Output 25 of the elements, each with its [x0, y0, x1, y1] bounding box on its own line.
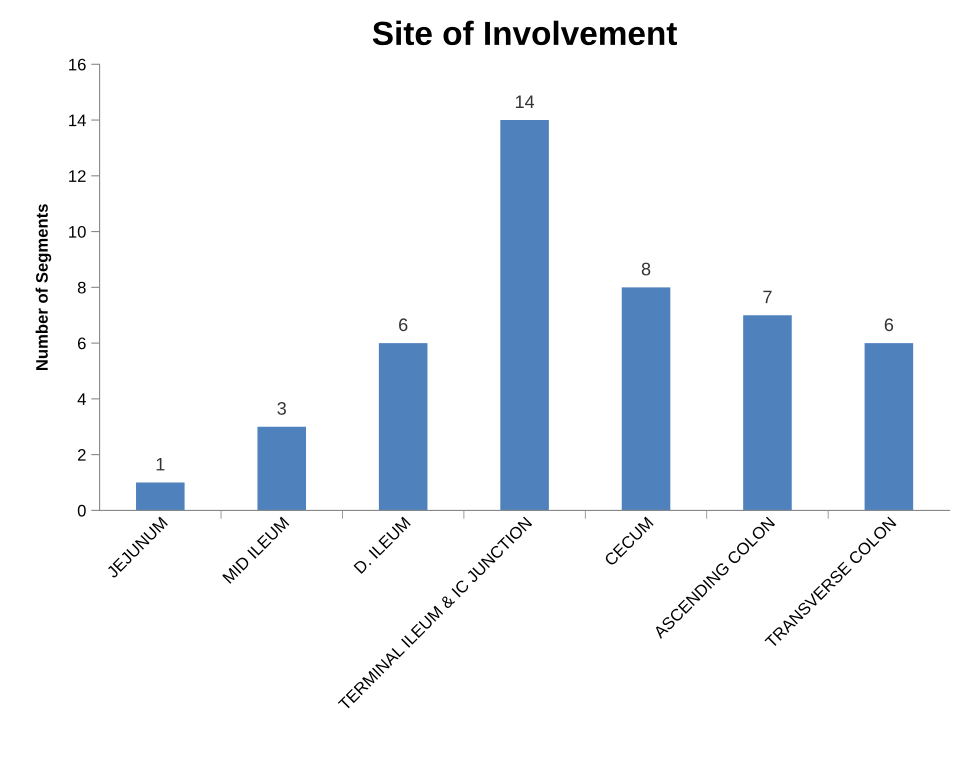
bar: [622, 287, 670, 510]
y-tick-label: 2: [78, 449, 86, 461]
y-tick-label: 12: [69, 170, 86, 182]
bar: [864, 343, 914, 510]
y-tick-label: 0: [78, 504, 86, 517]
y-tick-label: 4: [78, 393, 86, 405]
data-label: 14: [516, 96, 534, 108]
y-tick-label: 6: [78, 338, 86, 350]
data-label: 3: [277, 402, 286, 415]
bar: [500, 120, 549, 510]
data-label: 6: [399, 318, 408, 332]
y-axis-title: Number of Segments: [36, 204, 52, 370]
bar: [257, 426, 306, 510]
bar: [743, 315, 792, 510]
bar: [136, 482, 185, 510]
data-label: 7: [763, 290, 772, 304]
y-tick-label: 16: [69, 58, 86, 70]
data-label: 8: [642, 262, 650, 276]
data-label: 1: [156, 458, 164, 470]
bar: [378, 343, 428, 510]
data-label: 6: [884, 318, 894, 332]
y-tick-label: 8: [78, 282, 86, 294]
chart-title: Site of Involvement: [372, 20, 678, 46]
y-tick-label: 10: [69, 226, 86, 238]
y-tick-label: 14: [69, 114, 86, 126]
